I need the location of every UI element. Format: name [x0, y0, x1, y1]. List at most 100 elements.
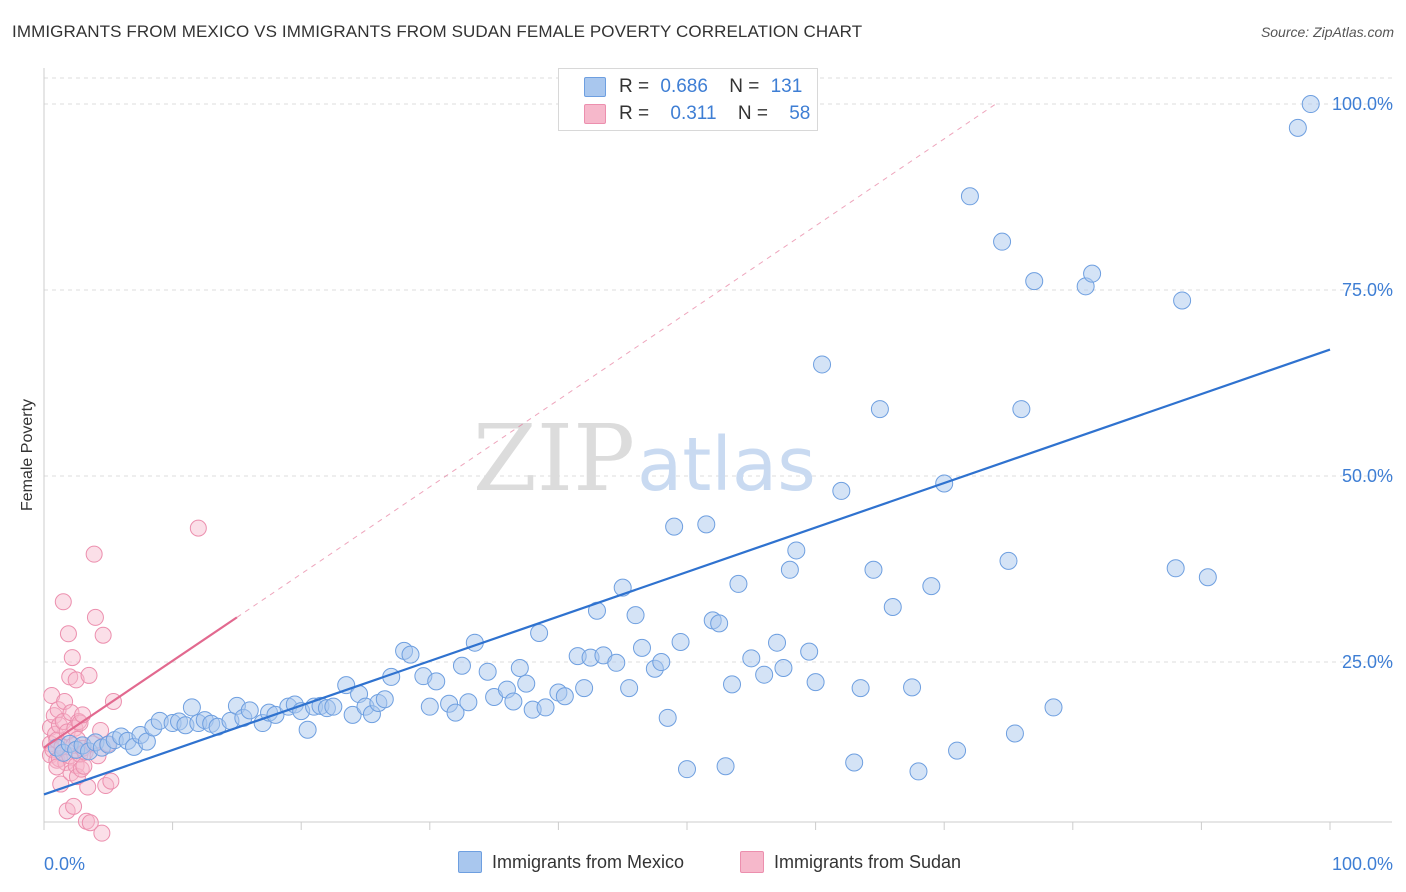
sudan-point	[81, 814, 99, 832]
mexico-point	[1166, 559, 1185, 578]
mexico-point	[948, 741, 967, 760]
mexico-point	[575, 679, 594, 698]
mexico-point	[1301, 95, 1320, 114]
mexico-point	[459, 693, 478, 712]
y-tick-label: 100.0%	[1332, 94, 1393, 114]
mexico-point	[182, 698, 201, 717]
mexico-point	[883, 597, 902, 616]
mexico-point	[787, 541, 806, 560]
mexico-point	[903, 678, 922, 697]
watermark-atlas: atlas	[637, 422, 816, 508]
mexico-point	[909, 762, 928, 781]
mexico-point	[632, 638, 651, 657]
mexico-point	[755, 665, 774, 684]
series-label-mexico: Immigrants from Mexico	[492, 851, 685, 872]
sudan-point	[63, 649, 81, 667]
mexico-point	[768, 633, 787, 652]
mexico-points	[47, 95, 1320, 781]
sudan-point	[93, 824, 111, 842]
sudan-point	[86, 608, 104, 626]
series-swatch-sudan	[740, 851, 764, 873]
mexico-point	[999, 551, 1018, 570]
y-tick-label: 50.0%	[1342, 466, 1393, 486]
mexico-point	[478, 662, 497, 681]
mexico-point	[517, 674, 536, 693]
mexico-point	[652, 653, 671, 672]
mexico-point	[427, 672, 446, 691]
sudan-trend-line	[43, 616, 238, 749]
sudan-point	[85, 545, 103, 563]
mexico-point	[774, 658, 793, 677]
mexico-point	[530, 624, 549, 643]
gridlines	[44, 77, 1392, 663]
x-tick-label-min: 0.0%	[44, 854, 85, 874]
mexico-point	[1025, 272, 1044, 291]
sudan-trend-extension	[236, 103, 996, 618]
mexico-point	[1198, 568, 1217, 587]
y-tick-label: 25.0%	[1342, 652, 1393, 672]
mexico-point	[806, 673, 825, 692]
sudan-point	[80, 666, 98, 684]
mexico-point	[658, 708, 677, 727]
sudan-point	[189, 519, 207, 537]
mexico-point	[813, 355, 832, 374]
tick-labels: 25.0% 50.0% 75.0% 100.0% 0.0% 100.0%	[44, 94, 1393, 874]
series-legend-mexico[interactable]: Immigrants from Mexico	[458, 851, 684, 873]
mexico-point	[665, 517, 684, 536]
legend-n-sudan: 58	[789, 103, 811, 124]
mexico-point	[729, 574, 748, 593]
legend-r-label: R =	[619, 103, 650, 124]
legend-swatch-mexico	[584, 77, 606, 97]
mexico-point	[343, 705, 362, 724]
mexico-point	[420, 697, 439, 716]
mexico-point	[723, 675, 742, 694]
mexico-point	[678, 760, 696, 779]
legend-r-label: R =	[619, 76, 650, 97]
mexico-point	[626, 606, 645, 625]
sudan-points	[41, 519, 207, 842]
mexico-point	[1083, 264, 1102, 283]
trend-lines	[43, 103, 1331, 796]
mexico-point	[1044, 698, 1063, 717]
sudan-point	[59, 625, 77, 643]
legend-n-label: N =	[737, 103, 768, 124]
mexico-point	[510, 658, 529, 677]
sudan-point	[97, 777, 115, 795]
series-label-sudan: Immigrants from Sudan	[774, 851, 962, 872]
mexico-point	[845, 753, 864, 772]
mexico-point	[607, 653, 626, 672]
mexico-trend-line	[43, 348, 1331, 796]
mexico-point	[324, 697, 343, 716]
mexico-point	[452, 656, 471, 675]
mexico-point	[1012, 400, 1031, 419]
sudan-point	[67, 671, 85, 689]
x-tick-label-max: 100.0%	[1332, 854, 1393, 874]
mexico-point	[710, 614, 729, 633]
mexico-point	[864, 560, 883, 579]
mexico-point	[870, 400, 889, 419]
legend-r-sudan: 0.311	[670, 103, 717, 124]
mexico-point	[375, 690, 394, 709]
sudan-point	[94, 626, 112, 644]
mexico-point	[401, 645, 420, 664]
legend-r-mexico: 0.686	[660, 76, 708, 97]
series-swatch-mexico	[458, 851, 482, 873]
mexico-point	[780, 560, 799, 579]
chart-title: IMMIGRANTS FROM MEXICO VS IMMIGRANTS FRO…	[12, 22, 863, 41]
sudan-point	[75, 757, 93, 775]
mexico-point	[832, 481, 851, 500]
mexico-point	[851, 679, 870, 698]
sudan-point	[102, 772, 120, 790]
legend-swatch-sudan	[584, 104, 606, 124]
series-legend-sudan[interactable]: Immigrants from Sudan	[740, 851, 961, 873]
mexico-point	[922, 577, 941, 596]
mexico-point	[1173, 291, 1192, 310]
mexico-point	[536, 698, 555, 717]
mexico-point	[298, 720, 317, 739]
mexico-point	[555, 687, 574, 706]
sudan-point	[54, 593, 72, 611]
mexico-point	[446, 703, 465, 722]
mexico-point	[671, 632, 690, 651]
mexico-point	[993, 232, 1012, 251]
